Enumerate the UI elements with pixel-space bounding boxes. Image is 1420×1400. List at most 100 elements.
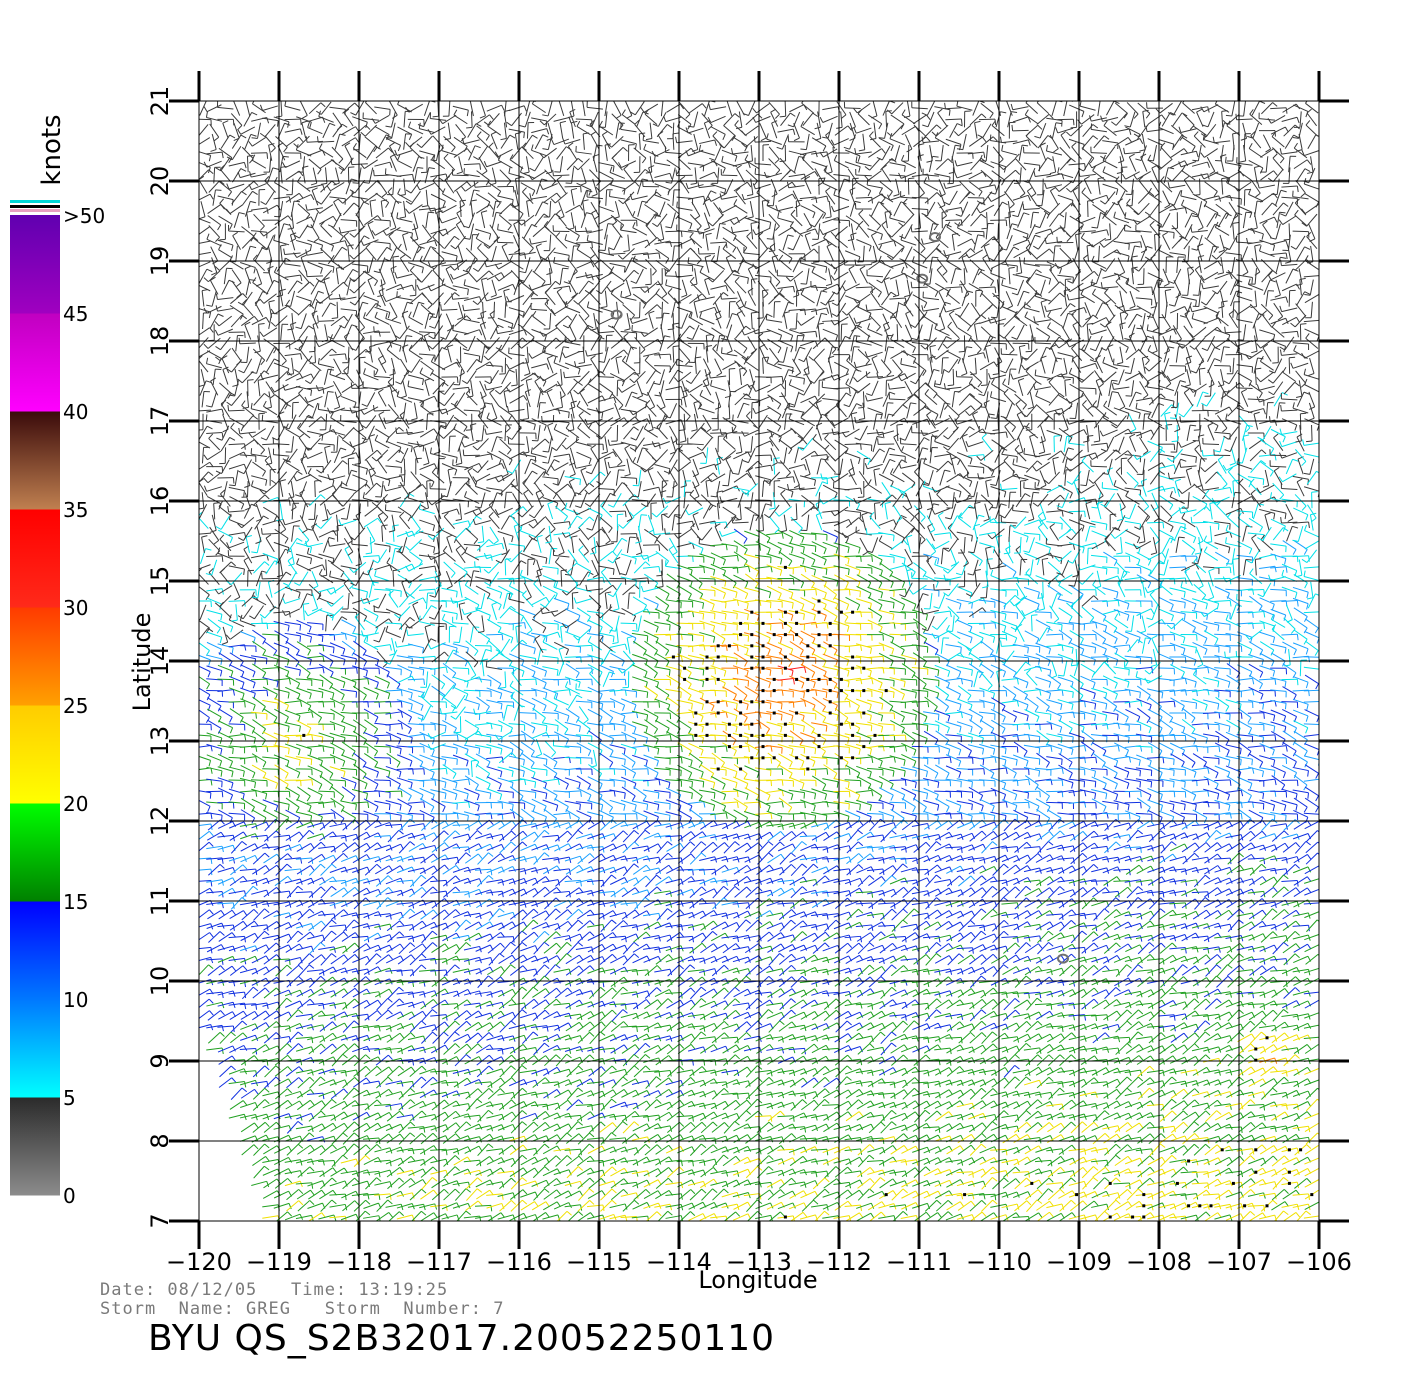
wind-barb xyxy=(203,161,208,168)
wind-vector xyxy=(229,1100,244,1110)
wind-vector xyxy=(217,619,233,628)
wind-barb xyxy=(227,393,232,399)
wind-barb xyxy=(214,588,220,595)
wind-barb xyxy=(220,965,225,971)
wind-vector xyxy=(202,312,204,330)
wind-barb xyxy=(243,162,247,169)
wind-vector xyxy=(240,809,255,819)
wind-vector xyxy=(235,604,238,621)
wind-barb xyxy=(230,626,234,633)
wind-barb xyxy=(219,931,225,936)
wind-barb xyxy=(258,412,265,415)
wind-vector xyxy=(218,315,233,327)
wind-vector xyxy=(241,986,254,1000)
wind-barb xyxy=(321,635,324,642)
wind-vector xyxy=(240,675,256,683)
wind-barb xyxy=(250,200,257,204)
wind-barb xyxy=(331,317,338,319)
wind-barb xyxy=(215,470,222,475)
wind-vector xyxy=(220,392,230,407)
wind-vector xyxy=(206,495,222,505)
wind-barb xyxy=(221,408,225,416)
wind-vector xyxy=(239,868,256,872)
wind-barb xyxy=(241,191,247,196)
wind-vector xyxy=(241,1144,255,1156)
wind-barb xyxy=(208,830,214,837)
wind-barb xyxy=(254,945,259,952)
colorbar-band xyxy=(10,509,60,608)
wind-vector xyxy=(243,459,252,474)
wind-vector xyxy=(240,797,255,808)
wind-barb xyxy=(231,1077,237,1083)
wind-vector xyxy=(234,469,239,486)
wind-vector xyxy=(207,831,222,841)
wind-vector xyxy=(228,723,245,726)
wind-barb xyxy=(234,596,241,601)
wind-barb xyxy=(317,315,319,322)
wind-barb xyxy=(348,457,355,460)
wind-barb xyxy=(244,265,251,270)
wind-barb xyxy=(214,266,220,271)
wind-barb xyxy=(194,405,195,411)
wind-vector xyxy=(239,879,256,883)
wind-vector xyxy=(241,315,255,327)
wind-vector xyxy=(218,215,233,225)
wind-vector xyxy=(207,215,221,226)
wind-barb xyxy=(240,503,245,510)
wind-barb xyxy=(218,501,223,507)
wind-barb xyxy=(216,628,221,634)
wind-barb xyxy=(209,327,214,333)
wind-vector xyxy=(240,955,256,963)
wind-barb xyxy=(254,1023,259,1030)
wind-barb xyxy=(244,701,246,708)
wind-barb xyxy=(490,802,493,809)
wind-vector xyxy=(208,180,220,193)
wind-barb xyxy=(226,183,230,190)
wind-barb xyxy=(221,958,224,965)
wind-barb xyxy=(222,120,229,124)
wind-barb xyxy=(193,141,197,146)
wind-barb xyxy=(214,329,219,336)
wind-vector xyxy=(217,307,234,312)
wind-barb xyxy=(422,669,425,676)
wind-vector xyxy=(228,935,245,939)
wind-barb xyxy=(356,701,358,708)
colorbar-band xyxy=(10,607,60,706)
wind-barb xyxy=(237,537,244,541)
wind-barb xyxy=(253,908,259,914)
colorbar-band xyxy=(10,1097,60,1196)
wind-vector xyxy=(199,988,211,996)
wind-barb xyxy=(478,356,481,363)
wind-vector xyxy=(240,920,255,931)
wind-barb xyxy=(193,565,195,570)
wind-vector xyxy=(220,403,231,418)
wind-vector xyxy=(228,565,245,570)
wind-vector xyxy=(218,887,233,897)
wind-barb xyxy=(210,745,213,752)
wind-vector xyxy=(206,631,222,638)
wind-barb xyxy=(226,580,232,585)
wind-barb xyxy=(253,1144,259,1150)
wind-barb xyxy=(489,736,492,743)
wind-barb xyxy=(237,301,244,306)
wind-vector xyxy=(228,161,245,167)
wind-barb xyxy=(244,1081,247,1088)
wind-barb xyxy=(454,362,461,364)
wind-barb xyxy=(254,1011,259,1017)
wind-barb xyxy=(219,760,223,767)
wind-vector xyxy=(219,594,232,608)
wind-vector xyxy=(250,689,268,692)
wind-barb xyxy=(321,692,324,699)
wind-vector xyxy=(239,654,256,660)
wind-vector xyxy=(229,1010,244,1020)
wind-vector xyxy=(206,857,223,860)
wind-vector xyxy=(223,481,228,497)
wind-vector xyxy=(201,492,205,509)
wind-barb xyxy=(206,304,213,307)
wind-vector xyxy=(229,417,244,427)
wind-barb xyxy=(238,427,241,435)
wind-vector xyxy=(199,425,208,441)
wind-barb xyxy=(210,276,216,281)
wind-vector xyxy=(230,897,243,910)
wind-vector xyxy=(240,854,256,863)
